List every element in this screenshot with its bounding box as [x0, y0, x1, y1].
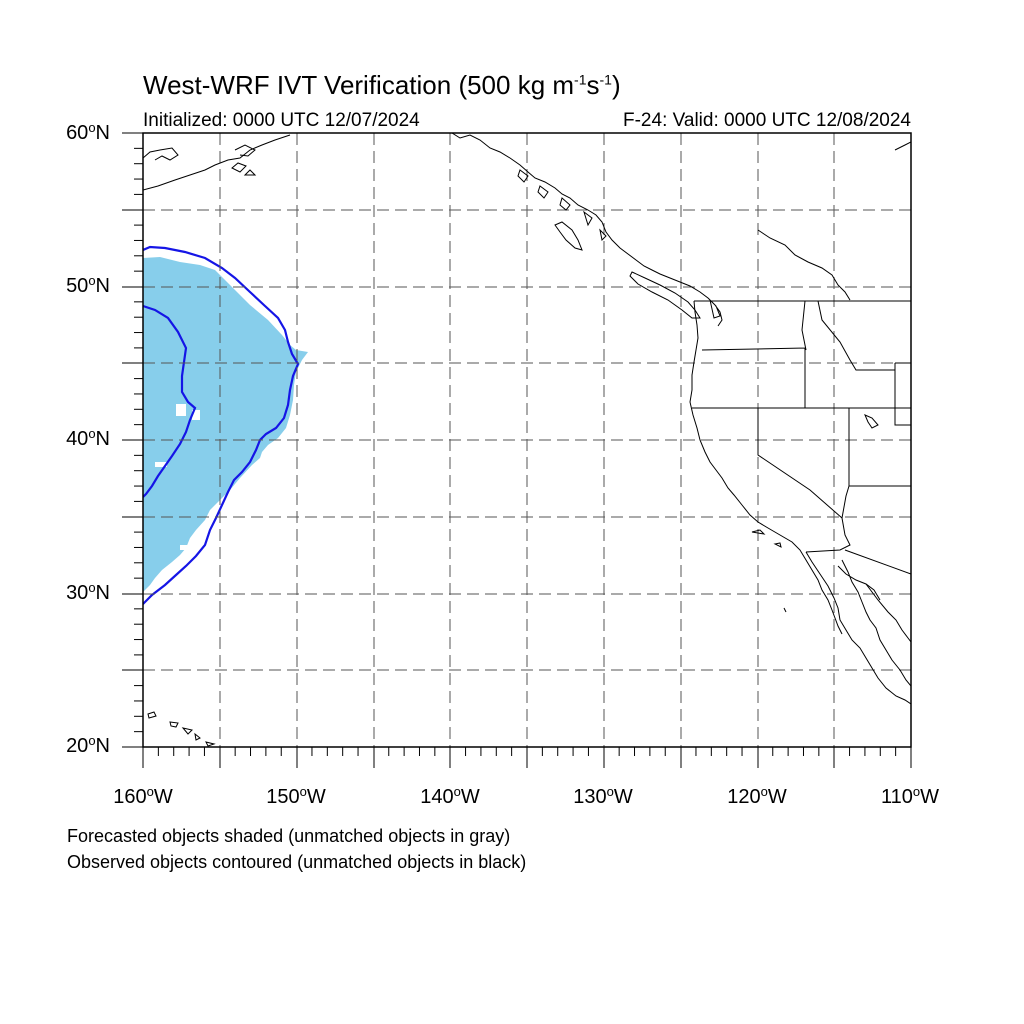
forecast-gap [155, 462, 167, 467]
forecast-gap [180, 545, 190, 550]
lon-label-120w: 120oW [727, 784, 787, 808]
observed-contour-inner [143, 304, 197, 498]
alaska-coastline [143, 134, 291, 191]
hawaii-islands [147, 711, 216, 747]
lon-label-160w: 160oW [113, 784, 173, 808]
state-borders [692, 300, 911, 575]
lon-label-140w: 140oW [420, 784, 480, 808]
lat-label-50n: 50oN [66, 273, 110, 297]
forecast-gap [192, 410, 200, 420]
observed-note: Observed objects contoured (unmatched ob… [67, 852, 527, 872]
lat-label-60n: 60oN [66, 120, 110, 144]
forecast-gap [176, 404, 186, 416]
lat-label-30n: 30oN [66, 580, 110, 604]
great-salt-lake [864, 414, 879, 429]
lon-label-130w: 130oW [573, 784, 633, 808]
axis-ticks [122, 132, 912, 768]
forecast-object [143, 257, 308, 592]
lon-label-150w: 150oW [266, 784, 326, 808]
graticule [143, 133, 911, 747]
baja-coastline [805, 551, 911, 705]
channel-islands [751, 529, 787, 613]
us-west-coastline [689, 300, 843, 635]
valid-time: F-24: Valid: 0000 UTC 12/08/2024 [623, 110, 911, 131]
canada-border-hint [757, 141, 911, 301]
lat-label-20n: 20oN [66, 733, 110, 757]
observed-contour-outer [143, 245, 300, 605]
lon-label-110w: 110oW [880, 784, 939, 808]
initialized-time: Initialized: 0000 UTC 12/07/2024 [143, 110, 420, 131]
map-title: West-WRF IVT Verification (500 kg m-1s-1… [143, 70, 621, 100]
lat-label-40n: 40oN [66, 426, 110, 450]
minor-ticks [134, 147, 897, 756]
forecast-note: Forecasted objects shaded (unmatched obj… [67, 826, 511, 846]
mexico-coastline [865, 583, 911, 643]
